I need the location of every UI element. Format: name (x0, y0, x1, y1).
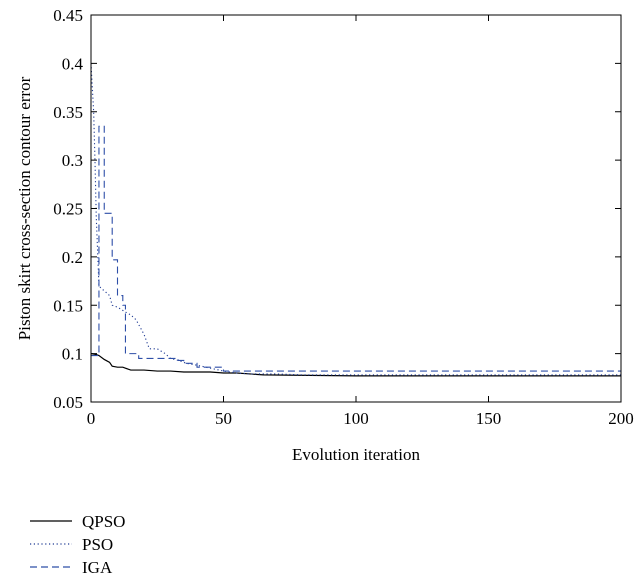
y-tick-label: 0.3 (62, 151, 83, 170)
y-tick-label: 0.1 (62, 345, 83, 364)
y-tick-label: 0.25 (53, 200, 83, 219)
x-tick-label: 50 (215, 409, 232, 428)
y-tick-label: 0.4 (62, 54, 84, 73)
y-tick-label: 0.35 (53, 103, 83, 122)
x-tick-label: 0 (87, 409, 96, 428)
x-tick-label: 150 (476, 409, 502, 428)
legend-label-qpso: QPSO (82, 512, 125, 531)
x-tick-label: 200 (608, 409, 634, 428)
y-tick-label: 0.45 (53, 6, 83, 25)
x-axis-title: Evolution iteration (292, 445, 420, 464)
y-axis-title: Piston skirt cross-section contour error (15, 76, 34, 340)
series-line-iga (91, 125, 621, 372)
y-tick-label: 0.2 (62, 248, 83, 267)
plot-frame (90, 14, 622, 403)
legend-label-pso: PSO (82, 535, 113, 554)
series-line-qpso (90, 353, 621, 377)
y-tick-label: 0.15 (53, 296, 83, 315)
y-tick-label: 0.05 (53, 393, 83, 412)
x-tick-label: 100 (343, 409, 369, 428)
ticks-layer: 0 50 100 150 200 0.05 0.1 0.15 0.2 0.25 0.3 0.35 0.4… (53, 6, 634, 428)
series-line-pso (90, 63, 621, 376)
legend: QPSO PSO IGA (30, 512, 125, 577)
legend-label-iga: IGA (82, 558, 113, 577)
series-layer (90, 63, 621, 377)
